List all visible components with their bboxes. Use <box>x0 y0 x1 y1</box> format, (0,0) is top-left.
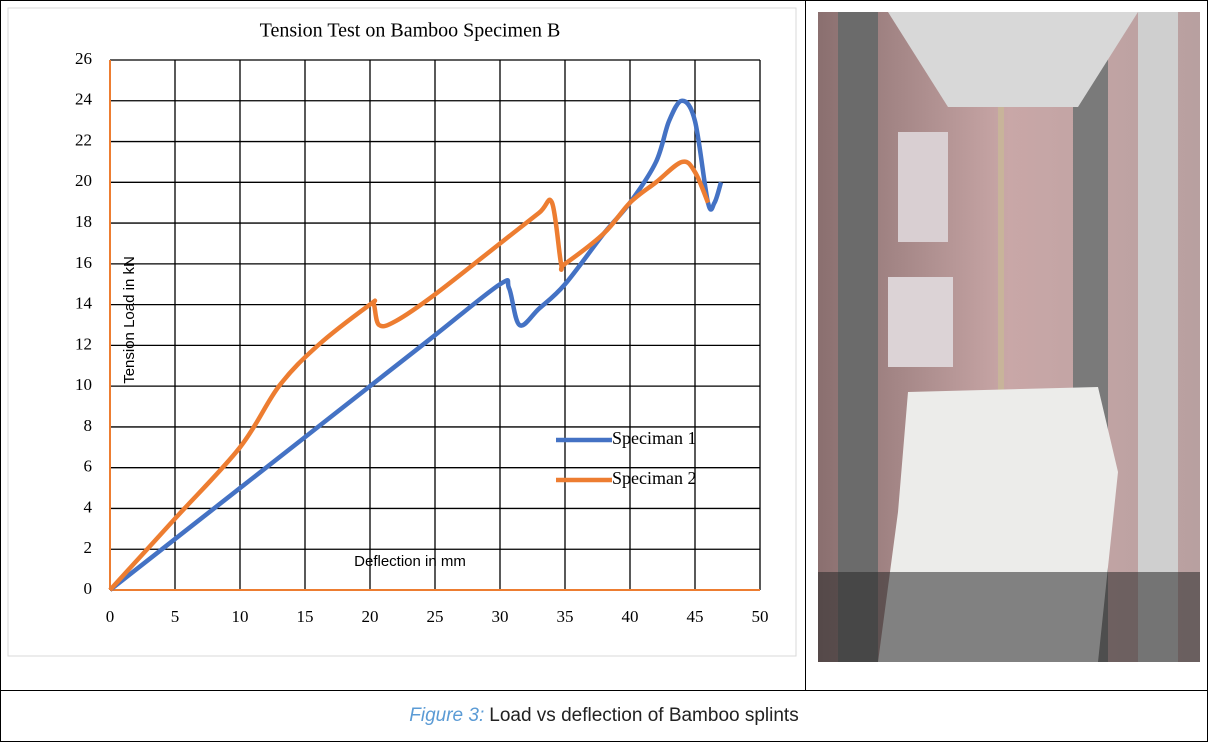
line-series <box>108 159 711 592</box>
x-tick-label: 25 <box>427 607 444 626</box>
y-tick-label: 14 <box>75 294 93 313</box>
y-tick-label: 16 <box>75 253 92 272</box>
x-axis-label: Deflection in mm <box>354 553 466 570</box>
y-tick-label: 20 <box>75 171 92 190</box>
y-tick-label: 22 <box>75 130 92 149</box>
y-axis-label: Tension Load in kN <box>121 256 138 384</box>
cell-divider <box>805 0 806 690</box>
x-tick-label: 15 <box>297 607 314 626</box>
line-series <box>108 98 724 592</box>
caption-label: Figure 3: <box>409 705 485 726</box>
x-tick-label: 35 <box>557 607 574 626</box>
y-tick-label: 4 <box>84 497 93 516</box>
chart-border <box>7 7 797 657</box>
y-tick-label: 26 <box>75 49 92 68</box>
caption-text: Load vs deflection of Bamboo splints <box>489 705 799 726</box>
y-tick-label: 18 <box>75 212 92 231</box>
y-tick-label: 6 <box>84 457 93 476</box>
x-tick-label: 20 <box>362 607 379 626</box>
chart: Tension Test on Bamboo Specimen B Deflec… <box>7 7 797 657</box>
y-tick-label: 8 <box>84 416 93 435</box>
legend-label: Speciman 1 <box>612 428 696 448</box>
x-tick-label: 45 <box>687 607 704 626</box>
y-tick-label: 12 <box>75 334 92 353</box>
x-tick-label: 30 <box>492 607 509 626</box>
figure-caption: Figure 3: Load vs deflection of Bamboo sp… <box>0 691 1208 741</box>
x-tick-label: 40 <box>622 607 639 626</box>
row-divider <box>0 690 1208 691</box>
y-tick-label: 10 <box>75 375 92 394</box>
x-tick-label: 50 <box>752 607 769 626</box>
y-tick-label: 0 <box>84 579 93 598</box>
y-tick-label: 24 <box>75 90 93 109</box>
x-tick-label: 5 <box>171 607 180 626</box>
x-tick-label: 10 <box>232 607 249 626</box>
x-tick-label: 0 <box>106 607 115 626</box>
chart-title: Tension Test on Bamboo Specimen B <box>260 20 561 42</box>
y-tick-label: 2 <box>84 538 93 557</box>
photo <box>818 12 1200 662</box>
legend-label: Speciman 2 <box>612 468 696 488</box>
